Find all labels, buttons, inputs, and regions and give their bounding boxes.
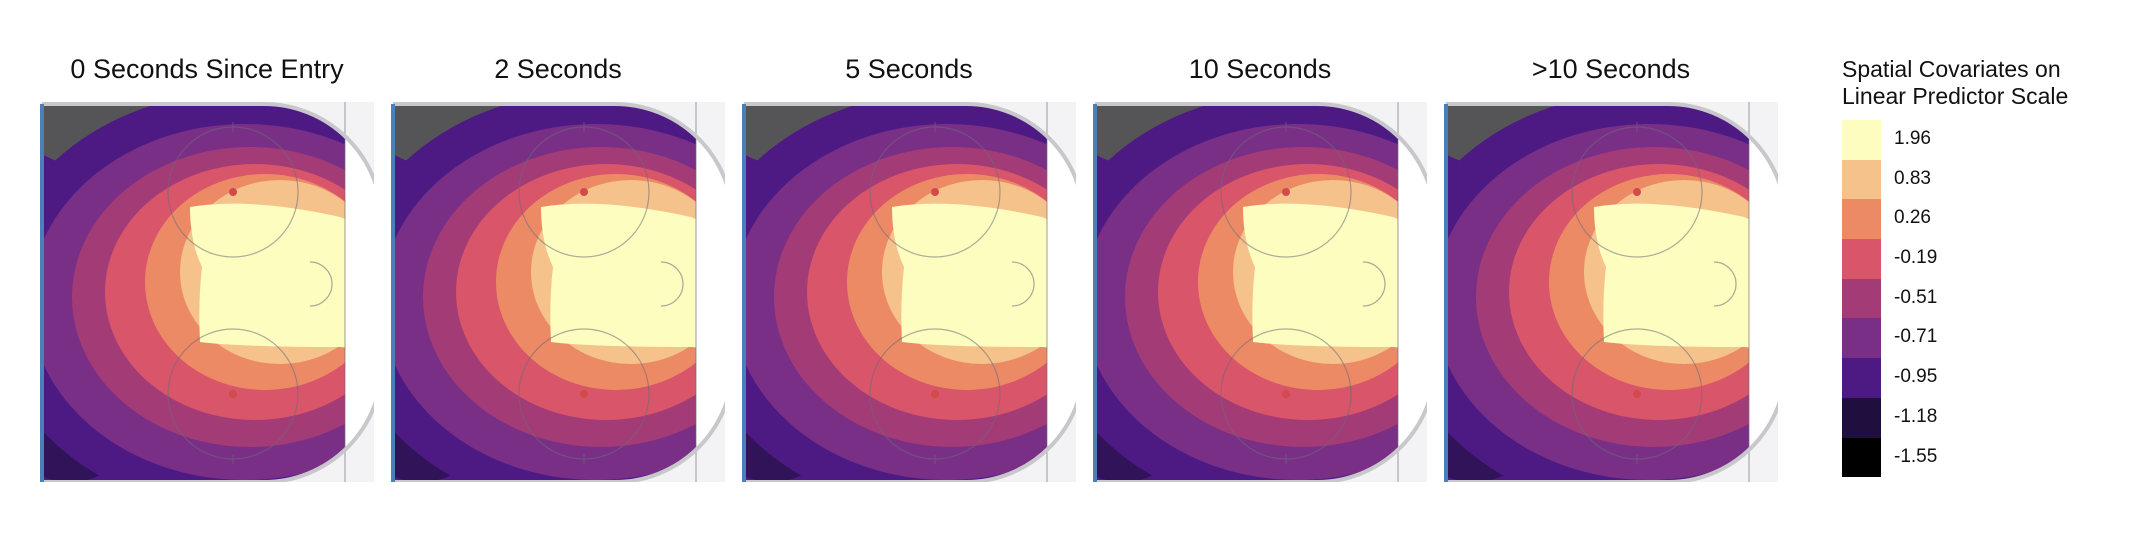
legend-swatch (1842, 199, 1881, 240)
legend-item: -0.19 (1842, 239, 2132, 279)
heatmap-panel: 10 Seconds (1093, 52, 1427, 482)
panel-title: 5 Seconds (845, 54, 973, 84)
legend-swatch (1842, 437, 1881, 478)
legend-item: -1.18 (1842, 397, 2132, 438)
rink-heatmap (1444, 102, 1778, 482)
rink-boards (393, 102, 725, 482)
panel-title: 0 Seconds Since Entry (70, 54, 344, 84)
legend-item: -0.71 (1842, 318, 2132, 359)
legend-label: 1.96 (1894, 128, 1931, 149)
rink-boards (1095, 102, 1427, 482)
legend-label: -0.51 (1894, 286, 1938, 308)
legend-swatch (1842, 397, 1881, 438)
faceoff-dot (1633, 188, 1641, 196)
legend-item: -0.51 (1842, 278, 2132, 319)
legend-label: -0.19 (1894, 247, 1938, 269)
panel-title: >10 Seconds (1531, 54, 1691, 84)
legend-swatch (1842, 278, 1881, 319)
panel-title: 2 Seconds (494, 54, 622, 84)
legend-label: -0.95 (1894, 366, 1938, 388)
legend-title-line-1: Spatial Covariates on (1842, 56, 2061, 82)
legend-swatch (1842, 358, 1881, 398)
panel-title: 10 Seconds (1188, 54, 1332, 84)
legend-item: 0.83 (1842, 159, 2132, 200)
faceoff-dot (580, 390, 588, 398)
legend-item: 1.96 (1842, 120, 2132, 160)
faceoff-dot (1282, 188, 1290, 196)
faceoff-dot (229, 188, 237, 196)
rink-heatmap (1093, 102, 1427, 482)
legend-title-line-2: Linear Predictor Scale (1842, 83, 2069, 109)
legend-item: -1.55 (1842, 437, 2132, 478)
faceoff-dot (1633, 390, 1641, 398)
rink-boards (744, 102, 1076, 482)
legend-swatch (1842, 239, 1881, 279)
faceoff-dot (931, 390, 939, 398)
rink-markings (518, 102, 697, 482)
rink-heatmap (742, 102, 1076, 482)
rink-markings (1220, 102, 1399, 482)
legend-label: -1.18 (1894, 405, 1938, 427)
faceoff-dot (580, 188, 588, 196)
heatmap-panel: 2 Seconds (391, 52, 725, 482)
faceoff-dot (931, 188, 939, 196)
legend-label: 0.26 (1894, 207, 1931, 229)
legend-label: -1.55 (1894, 445, 1938, 467)
legend-swatch (1842, 159, 1881, 200)
rink-heatmap (40, 102, 374, 482)
legend-swatch (1842, 318, 1881, 359)
legend-label: 0.83 (1894, 167, 1931, 189)
legend-keys: 1.96 0.83 0.26 -0.19 -0.51 -0.71 -0.95 -1.18 -1.… (1842, 120, 2132, 478)
heatmap-panel: >10 Seconds (1444, 52, 1778, 482)
legend-swatch (1842, 120, 1881, 160)
legend-label: -0.71 (1894, 326, 1938, 348)
legend-title: Spatial Covariates on Linear Predictor S… (1842, 56, 2132, 110)
legend-item: -0.95 (1842, 358, 2132, 398)
rink-markings (167, 102, 346, 482)
heatmap-panel: 5 Seconds (742, 52, 1076, 482)
faceoff-dot (1282, 390, 1290, 398)
faceoff-dot (229, 390, 237, 398)
rink-markings (1571, 102, 1750, 482)
legend: Spatial Covariates on Linear Predictor S… (1842, 56, 2132, 496)
rink-boards (1446, 102, 1778, 482)
heatmap-panel: 0 Seconds Since Entry (40, 52, 374, 482)
rink-boards (42, 102, 374, 482)
rink-markings (869, 102, 1048, 482)
rink-heatmap (391, 102, 725, 482)
legend-item: 0.26 (1842, 199, 2132, 240)
